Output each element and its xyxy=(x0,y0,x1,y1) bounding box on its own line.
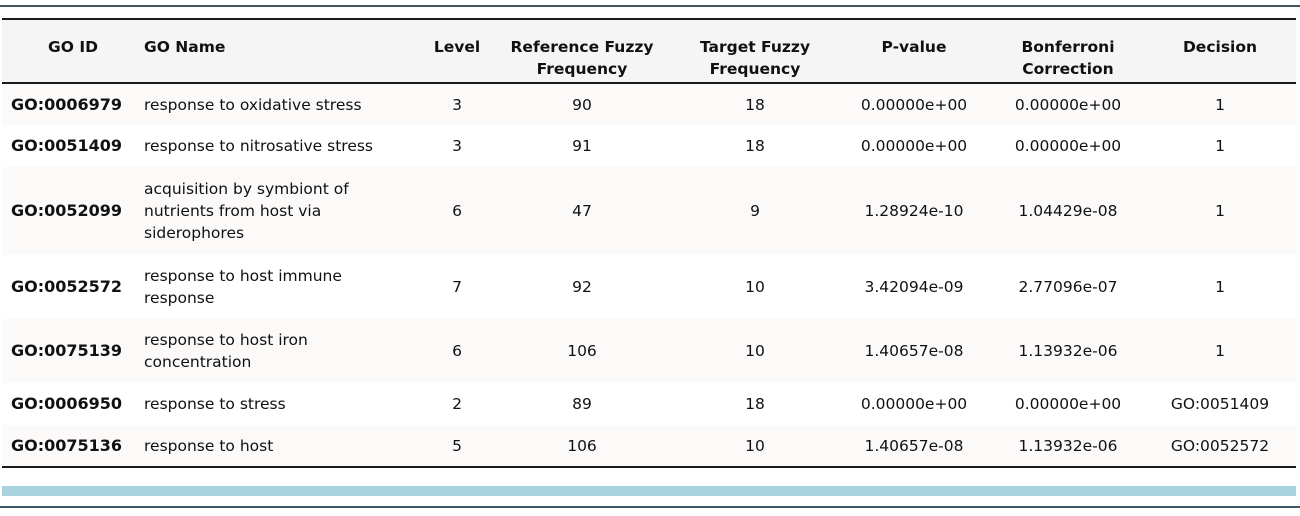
cell-target-frequency: 10 xyxy=(745,278,765,296)
cell-level: 6 xyxy=(452,202,462,220)
cell-go-name: response to host xyxy=(144,436,274,455)
cell-go-name: acquisition by symbiont of nutrients fro… xyxy=(144,180,349,242)
cell-bonferroni: 0.00000e+00 xyxy=(1014,395,1122,413)
cell-go-id: GO:0052099 xyxy=(11,201,123,220)
column-header-level[interactable]: Level xyxy=(433,38,481,56)
cell-level: 6 xyxy=(452,342,462,360)
cell-reference-frequency: 106 xyxy=(567,342,597,360)
cell-go-id: GO:0051409 xyxy=(11,136,123,155)
cell-p-value: 0.00000e+00 xyxy=(860,395,968,413)
cell-decision: 1 xyxy=(1215,137,1225,155)
cell-p-value: 1.28924e-10 xyxy=(864,202,964,220)
cell-level: 3 xyxy=(452,137,462,155)
cell-bonferroni: 0.00000e+00 xyxy=(1014,95,1122,114)
table-row: GO:0052099 acquisition by symbiont of nu… xyxy=(2,167,1296,255)
column-header-bonferroni-correction[interactable]: Bonferroni Correction xyxy=(1021,38,1115,78)
cell-level: 3 xyxy=(452,95,462,114)
column-header-decision[interactable]: Decision xyxy=(1182,38,1258,56)
cell-reference-frequency: 47 xyxy=(572,202,592,220)
table-header-row: GO ID GO Name Level Reference Fuzzy Freq… xyxy=(2,19,1296,83)
cell-bonferroni: 1.13932e-06 xyxy=(1018,342,1118,360)
cell-go-name: response to stress xyxy=(144,395,286,413)
cell-go-id: GO:0075136 xyxy=(11,435,123,455)
cell-go-id: GO:0006979 xyxy=(11,94,123,114)
cell-decision: 1 xyxy=(1215,95,1225,114)
cell-p-value: 0.00000e+00 xyxy=(860,137,968,155)
cell-level: 2 xyxy=(452,395,462,413)
table-row: GO:0006950 response to stress 2 89 18 0.… xyxy=(2,383,1296,425)
column-header-p-value[interactable]: P-value xyxy=(881,38,947,56)
cell-decision: GO:0051409 xyxy=(1170,395,1270,413)
cell-reference-frequency: 90 xyxy=(572,95,592,114)
table-row: GO:0075139 response to host iron concent… xyxy=(2,319,1296,383)
cell-p-value: 0.00000e+00 xyxy=(860,95,968,114)
cell-reference-frequency: 91 xyxy=(572,137,592,155)
cell-go-name: response to host immune response xyxy=(144,267,342,307)
cell-go-name: response to oxidative stress xyxy=(144,95,362,114)
cell-go-id: GO:0052572 xyxy=(11,277,123,296)
bottom-divider xyxy=(0,506,1300,508)
table-row: GO:0052572 response to host immune respo… xyxy=(2,255,1296,319)
table-row: GO:0006979 response to oxidative stress … xyxy=(2,83,1296,125)
table-row: GO:0051409 response to nitrosative stres… xyxy=(2,125,1296,167)
go-enrichment-table: GO ID GO Name Level Reference Fuzzy Freq… xyxy=(2,18,1296,468)
cell-decision: GO:0052572 xyxy=(1170,436,1270,455)
cell-go-name: response to host iron concentration xyxy=(144,331,308,371)
horizontal-scrollbar[interactable] xyxy=(2,486,1296,496)
cell-p-value: 1.40657e-08 xyxy=(864,436,964,455)
cell-p-value: 1.40657e-08 xyxy=(864,342,964,360)
cell-level: 5 xyxy=(452,436,462,455)
column-header-reference-fuzzy-frequency[interactable]: Reference Fuzzy Frequency xyxy=(510,38,654,78)
cell-target-frequency: 9 xyxy=(750,202,760,220)
cell-bonferroni: 2.77096e-07 xyxy=(1018,278,1118,296)
column-header-target-fuzzy-frequency[interactable]: Target Fuzzy Frequency xyxy=(699,38,811,78)
cell-target-frequency: 18 xyxy=(745,137,765,155)
cell-target-frequency: 10 xyxy=(745,342,765,360)
column-header-go-id[interactable]: GO ID xyxy=(48,38,98,56)
cell-target-frequency: 18 xyxy=(745,95,765,114)
column-header-go-name[interactable]: GO Name xyxy=(144,38,226,56)
cell-reference-frequency: 92 xyxy=(572,278,592,296)
cell-p-value: 3.42094e-09 xyxy=(864,278,964,296)
cell-reference-frequency: 89 xyxy=(572,395,592,413)
cell-decision: 1 xyxy=(1215,342,1225,360)
cell-bonferroni: 1.13932e-06 xyxy=(1018,436,1118,455)
cell-target-frequency: 10 xyxy=(745,436,765,455)
cell-bonferroni: 1.04429e-08 xyxy=(1018,202,1118,220)
results-table-container: GO ID GO Name Level Reference Fuzzy Freq… xyxy=(2,18,1296,468)
cell-level: 7 xyxy=(452,278,462,296)
cell-reference-frequency: 106 xyxy=(567,436,597,455)
cell-decision: 1 xyxy=(1215,202,1225,220)
table-row: GO:0075136 response to host 5 106 10 1.4… xyxy=(2,425,1296,467)
cell-bonferroni: 0.00000e+00 xyxy=(1014,137,1122,155)
cell-go-name: response to nitrosative stress xyxy=(144,137,374,155)
cell-go-id: GO:0006950 xyxy=(11,394,123,413)
top-divider xyxy=(0,5,1300,7)
cell-decision: 1 xyxy=(1215,278,1225,296)
cell-target-frequency: 18 xyxy=(745,395,765,413)
cell-go-id: GO:0075139 xyxy=(11,341,123,360)
